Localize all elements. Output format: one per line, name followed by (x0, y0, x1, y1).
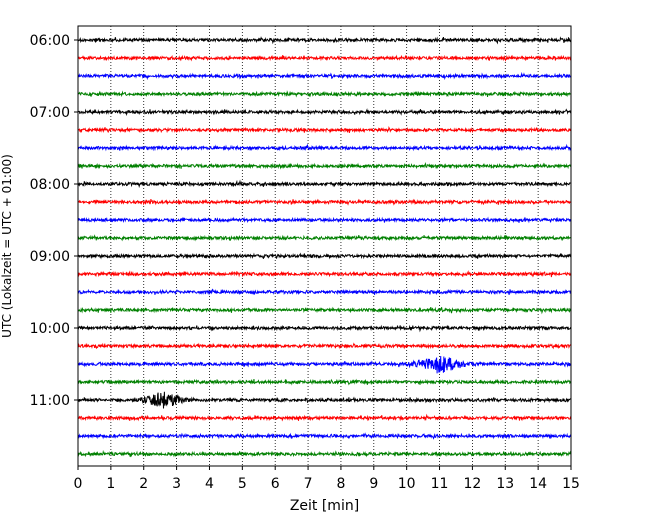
x-tick-label: 3 (172, 476, 181, 492)
x-tick-label: 8 (336, 476, 345, 492)
x-axis-title: Zeit [min] (290, 498, 359, 514)
seismogram-trace (77, 324, 572, 333)
seismogram-trace (77, 355, 572, 374)
seismogram-trace (77, 413, 572, 422)
y-axis-ticks: 06:00 07:00 08:00 09:00 10:00 11:00 (30, 33, 78, 409)
seismogram-trace (77, 391, 571, 409)
seismogram-trace (77, 270, 572, 278)
seismogram-trace (77, 342, 572, 350)
trace-group (77, 36, 572, 458)
seismogram-trace (77, 54, 572, 62)
y-tick-label: 11:00 (30, 393, 70, 409)
x-tick-label: 7 (304, 476, 313, 492)
seismogram-trace (77, 432, 572, 440)
seismogram-trace (77, 252, 572, 260)
seismogram-trace (77, 161, 572, 170)
seismogram-trace (77, 288, 572, 296)
y-tick-label: 07:00 (30, 105, 70, 121)
y-tick-label: 06:00 (30, 33, 70, 49)
x-tick-label: 6 (271, 476, 280, 492)
y-tick-label: 09:00 (30, 249, 70, 265)
x-tick-label: 9 (369, 476, 378, 492)
x-tick-label: 14 (529, 476, 547, 492)
seismogram-trace (77, 108, 572, 117)
seismogram-trace (77, 216, 571, 224)
seismogram-trace (77, 36, 572, 45)
grid-lines (110, 26, 539, 466)
x-axis-ticks: 0 1 2 3 4 5 6 7 8 9 10 11 12 13 14 15 (74, 466, 580, 492)
x-tick-label: 2 (139, 476, 148, 492)
x-tick-label: 4 (205, 476, 214, 492)
x-tick-label: 13 (496, 476, 514, 492)
seismogram-trace (77, 449, 572, 458)
x-tick-label: 0 (74, 476, 83, 492)
seismogram-trace (77, 125, 572, 134)
x-tick-label: 12 (463, 476, 481, 492)
seismogram-trace (77, 71, 572, 81)
x-tick-label: 11 (431, 476, 449, 492)
y-tick-label: 10:00 (30, 321, 70, 337)
x-tick-label: 10 (398, 476, 416, 492)
seismogram-trace (77, 378, 572, 386)
y-axis-title: UTC (Lokalzeit = UTC + 01:00) (0, 154, 14, 338)
seismogram-trace (77, 234, 572, 242)
seismogram-trace (77, 179, 571, 189)
y-tick-label: 08:00 (30, 177, 70, 193)
plot-frame (77, 25, 572, 467)
seismogram-trace (77, 198, 572, 206)
seismogram-trace (77, 306, 572, 315)
x-tick-label: 1 (106, 476, 115, 492)
x-tick-label: 15 (562, 476, 580, 492)
x-tick-label: 5 (238, 476, 247, 492)
seismogram-trace (77, 143, 572, 152)
seismogram-trace (77, 90, 571, 98)
